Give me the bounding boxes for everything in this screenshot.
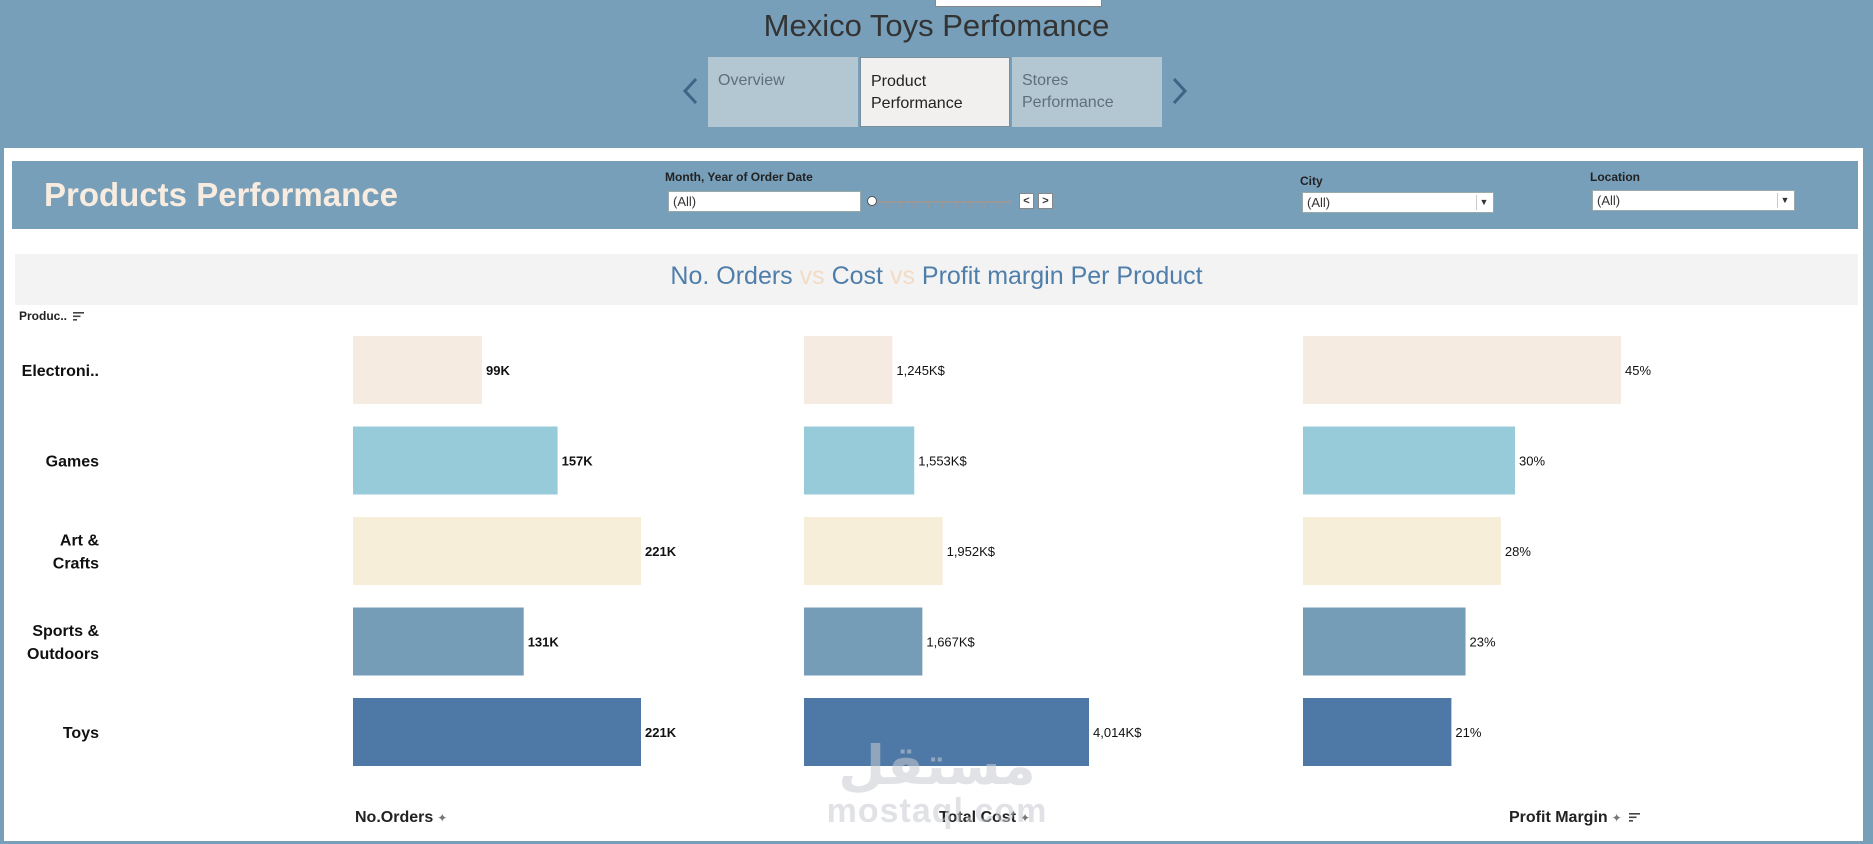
page-title: Products Performance [44,176,398,213]
bar-profit-margin-3[interactable] [1303,607,1466,676]
city-filter-value: (All) [1307,195,1331,210]
category-label-2: Art & Crafts [53,533,100,573]
data-label-no-orders-3: 131K [528,635,560,650]
sort-descending-icon[interactable] [1629,813,1641,822]
date-filter-input[interactable]: (All) [668,191,861,212]
pin-icon[interactable]: ✦ [1611,811,1622,825]
axis-title-orders-label: No.Orders [355,809,434,826]
chart-title-part2: Cost [831,262,883,290]
header-bar [12,161,1858,229]
date-next-button[interactable]: > [1038,193,1053,209]
data-label-profit-margin-1: 30% [1519,454,1545,469]
bar-profit-margin-1[interactable] [1303,426,1515,495]
sort-descending-icon[interactable] [73,312,85,321]
bar-total-cost-3[interactable] [804,607,923,676]
category-label-1: Games [46,454,99,471]
location-filter-value: (All) [1597,193,1621,208]
data-label-no-orders-4: 221K [645,725,677,740]
data-label-profit-margin-3: 23% [1470,635,1496,650]
bar-no-orders-1[interactable] [353,426,558,495]
bar-no-orders-0[interactable] [353,336,483,404]
bar-profit-margin-2[interactable] [1303,517,1501,585]
bar-total-cost-4[interactable] [804,698,1089,766]
data-label-profit-margin-0: 45% [1625,363,1651,378]
app-title: Mexico Toys Perfomance [763,8,1110,43]
location-filter-label: Location [1590,170,1640,184]
date-slider-track[interactable] [872,201,1012,203]
pin-icon[interactable]: ✦ [437,811,448,825]
tab-overview[interactable]: Overview [708,57,858,127]
bar-total-cost-0[interactable] [804,336,893,404]
bar-profit-margin-0[interactable] [1303,336,1621,404]
tab-stores-performance[interactable]: Stores Performance [1012,57,1162,127]
data-label-total-cost-1: 1,553K$ [918,454,967,469]
axis-title-margin-label: Profit Margin [1509,809,1608,826]
date-slider-ticks [872,204,1012,208]
data-label-profit-margin-2: 28% [1505,544,1531,559]
tab-overview-label: Overview [718,72,785,89]
date-prev-button[interactable]: < [1019,193,1034,209]
chart-title: No. Orders vs Cost vs Profit margin Per … [15,262,1858,291]
chart-title-sep1: vs [792,262,832,290]
left-edge [0,148,4,844]
tab-product-performance[interactable]: Product Performance [860,57,1010,127]
data-label-no-orders-1: 157K [562,454,594,469]
chevron-left-icon[interactable] [680,76,702,106]
bar-total-cost-1[interactable] [804,426,915,495]
data-label-total-cost-0: 1,245K$ [896,363,945,378]
dimension-header-label: Produc.. [19,309,68,323]
category-label-0: Electroni.. [22,363,99,380]
axis-title-cost[interactable]: Total Cost ✦ [939,809,1030,827]
watermark-line2: mostaql.com [826,792,1048,830]
bottom-edge [0,841,1873,844]
axis-title-cost-label: Total Cost [939,809,1017,826]
data-label-total-cost-4: 4,014K$ [1093,725,1142,740]
city-filter-label: City [1300,174,1323,188]
category-label-4: Toys [63,725,99,742]
bar-no-orders-4[interactable] [353,698,641,766]
chart-title-band [15,254,1858,305]
date-slider-handle[interactable] [867,196,877,206]
tab-product-performance-label: Product Performance [871,73,963,112]
category-label-3: Sports & Outdoors [27,623,99,663]
data-label-no-orders-0: 99K [486,363,510,378]
bar-no-orders-3[interactable] [353,607,524,676]
data-label-total-cost-2: 1,952K$ [947,544,996,559]
chevron-right-icon[interactable] [1168,76,1190,106]
chart-title-sep2: vs [883,262,922,290]
date-filter-value: (All) [673,194,697,209]
tooltip-stub [935,0,1102,7]
dimension-header[interactable]: Produc.. [19,309,85,323]
watermark-line1: مستقل [838,736,1036,796]
chart-title-part1: No. Orders [670,262,793,290]
bar-total-cost-2[interactable] [804,517,943,585]
chevron-down-icon[interactable]: ▼ [1476,195,1491,210]
data-label-no-orders-2: 221K [645,544,677,559]
bar-profit-margin-4[interactable] [1303,698,1452,766]
axis-title-margin[interactable]: Profit Margin ✦ [1509,809,1641,827]
chart-title-part3: Profit margin Per Product [921,262,1203,290]
axis-title-orders[interactable]: No.Orders ✦ [355,809,447,827]
city-filter-select[interactable]: (All) ▼ [1302,192,1494,213]
bar-no-orders-2[interactable] [353,517,641,585]
watermark-logo: مستقل mostaql.com [822,738,1052,828]
chevron-down-icon[interactable]: ▼ [1777,193,1792,208]
date-filter-label: Month, Year of Order Date [665,170,813,184]
data-label-profit-margin-4: 21% [1455,725,1481,740]
tab-stores-performance-label: Stores Performance [1022,72,1114,111]
pin-icon[interactable]: ✦ [1020,811,1031,825]
data-label-total-cost-3: 1,667K$ [926,635,975,650]
right-edge [1863,148,1873,844]
location-filter-select[interactable]: (All) ▼ [1592,190,1795,211]
